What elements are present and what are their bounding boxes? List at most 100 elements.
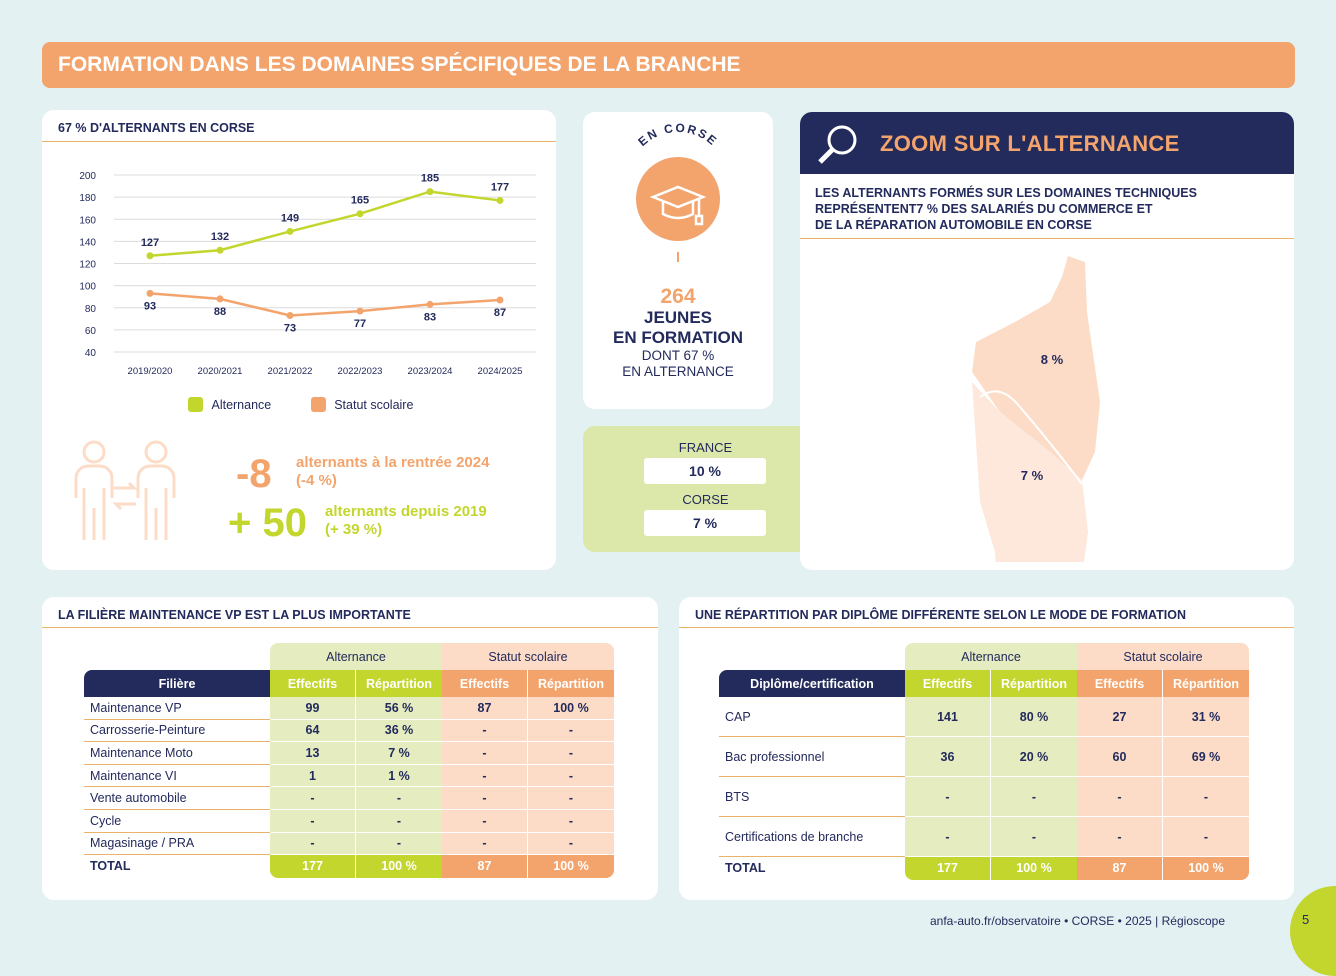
row-label: Bac professionnel	[719, 737, 905, 777]
chart-legend: Alternance Statut scolaire	[188, 397, 413, 412]
data-point	[496, 296, 504, 304]
corse-label: CORSE	[682, 492, 729, 507]
graduation-badge: EN CORSE	[635, 122, 720, 262]
data-point	[426, 188, 434, 196]
x-tick-label: 2021/2022	[268, 366, 313, 377]
cell-se: 27	[1077, 697, 1163, 737]
col-repartition-alt: Répartition	[356, 670, 442, 697]
table-row: Vente automobile - - - -	[84, 787, 614, 810]
diplome-title: UNE RÉPARTITION PAR DIPLÔME DIFFÉRENTE S…	[695, 608, 1186, 622]
zoom-title: ZOOM SUR L'ALTERNANCE	[880, 131, 1180, 156]
chart-card-title: 67 % D'ALTERNANTS EN CORSE	[58, 121, 255, 135]
france-label: FRANCE	[678, 440, 733, 455]
filiere-title: LA FILIÈRE MAINTENANCE VP EST LA PLUS IM…	[58, 608, 411, 622]
row-label: Maintenance VP	[84, 697, 270, 720]
y-tick-label: 80	[85, 304, 97, 315]
group-alternance: Alternance	[905, 643, 1077, 670]
data-point	[286, 227, 294, 235]
total-label: TOTAL	[90, 859, 131, 874]
table-row: Maintenance VP 99 56 % 87 100 %	[84, 697, 614, 720]
cell-se: -	[1077, 777, 1163, 817]
row-label: Vente automobile	[84, 787, 270, 810]
comparison-card: FRANCE 10 % CORSE 7 %	[583, 426, 828, 552]
cell-ae: 13	[270, 742, 356, 765]
data-label: 177	[491, 181, 509, 193]
stat-plus-text: alternants depuis 2019 (+ 39 %)	[325, 503, 487, 539]
cell-se: -	[442, 787, 528, 810]
cell-ar: 20 %	[991, 737, 1077, 777]
summary-number: 264	[660, 285, 696, 308]
col-effectifs-alt: Effectifs	[270, 670, 356, 697]
stat-minus-value: -8	[236, 452, 272, 496]
diplome-table: Alternance Statut scolaire Diplôme/certif…	[719, 643, 1249, 880]
france-value: 10 %	[644, 458, 766, 484]
map-label-south: 7 %	[1021, 468, 1044, 483]
cell-sr: -	[528, 764, 614, 788]
total-row: TOTAL 177 100 % 87 100 %	[84, 855, 614, 878]
zoom-header: ZOOM SUR L'ALTERNANCE	[800, 112, 1294, 174]
filiere-card: LA FILIÈRE MAINTENANCE VP EST LA PLUS IM…	[42, 597, 658, 900]
col-effectifs-sco: Effectifs	[442, 670, 528, 697]
zoom-subtitle: LES ALTERNANTS FORMÉS SUR LES DOMAINES T…	[815, 185, 1275, 233]
total-ae: 177	[270, 855, 356, 878]
people-exchange-icon	[74, 440, 176, 540]
total-se: 87	[442, 855, 528, 878]
cell-ae: 141	[905, 697, 991, 737]
cell-se: -	[442, 809, 528, 833]
y-tick-label: 160	[79, 215, 96, 226]
divider	[42, 141, 556, 142]
total-sr: 100 %	[528, 855, 614, 878]
line-chart: 200 180 160 140 120 100 80 60 40 2019/2020 2020/20…	[79, 171, 536, 377]
cell-sr: -	[528, 787, 614, 810]
data-label: 77	[354, 318, 366, 330]
col-diplome: Diplôme/certification	[719, 670, 905, 697]
x-tick-label: 2019/2020	[128, 366, 173, 377]
map-label-north: 8 %	[1041, 352, 1064, 367]
y-tick-label: 100	[79, 282, 96, 293]
zoom-sub-line2: REPRÉSENTENT7 % DES SALARIÉS DU COMMERCE…	[815, 202, 1153, 216]
cell-se: 87	[442, 697, 528, 720]
cell-sr: -	[528, 719, 614, 743]
data-label: 127	[141, 237, 159, 249]
cell-sr: 31 %	[1163, 697, 1249, 737]
data-point	[216, 295, 224, 303]
series-line-alternance	[149, 190, 501, 258]
summary-line3: DONT 67 %	[641, 348, 715, 363]
badge-circle	[636, 157, 720, 241]
corsica-map: 8 % 7 %	[972, 256, 1100, 562]
summary-text: 264 JEUNES EN FORMATION DONT 67 % EN ALT…	[583, 286, 773, 380]
row-label: Certifications de branche	[719, 817, 905, 857]
row-label: Cycle	[84, 810, 270, 833]
divider	[800, 238, 1294, 239]
data-label: 93	[144, 300, 156, 312]
cell-sr: -	[528, 832, 614, 856]
legend-label-statut: Statut scolaire	[334, 398, 414, 412]
group-statut: Statut scolaire	[442, 643, 614, 670]
cell-sr: -	[1163, 777, 1249, 817]
table-row: Certifications de branche - - - -	[719, 817, 1249, 857]
cell-se: -	[442, 719, 528, 743]
row-label: BTS	[719, 777, 905, 817]
data-point	[286, 311, 294, 319]
stat-plus-sub: (+ 39 %)	[325, 521, 383, 538]
data-label: 185	[421, 173, 439, 185]
data-label: 165	[351, 195, 369, 207]
page-banner: FORMATION DANS LES DOMAINES SPÉCIFIQUES …	[42, 42, 1295, 88]
y-tick-label: 200	[79, 171, 96, 182]
data-label: 83	[424, 311, 436, 323]
stat-plus-label: alternants depuis 2019	[325, 503, 487, 520]
chart-card: 67 % D'ALTERNANTS EN CORSE 200 180 160 140 1…	[42, 110, 556, 570]
group-alternance: Alternance	[270, 643, 442, 670]
summary-card: EN CORSE 264 JEUNES EN FORMATION DONT 67…	[583, 112, 773, 409]
cell-ae: 99	[270, 697, 356, 720]
cell-sr: 100 %	[528, 697, 614, 720]
cell-sr: -	[528, 809, 614, 833]
cell-ar: -	[991, 817, 1077, 857]
legend-swatch-alternance	[188, 397, 203, 412]
row-label: Maintenance Moto	[84, 742, 270, 765]
total-ar: 100 %	[991, 857, 1077, 880]
col-repartition-sco: Répartition	[528, 670, 614, 697]
cell-ae: 1	[270, 764, 356, 788]
data-label: 88	[214, 306, 226, 318]
cell-se: -	[442, 764, 528, 788]
